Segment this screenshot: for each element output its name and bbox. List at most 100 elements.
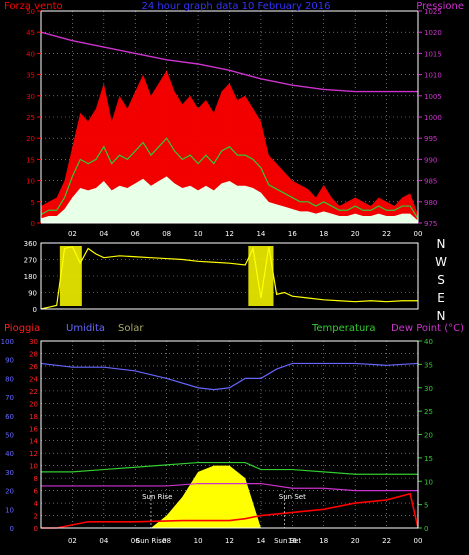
- y-tick-label-direction: 180: [24, 273, 37, 281]
- x-tick-label: 22: [382, 230, 391, 238]
- x-tick-label: 04: [99, 230, 108, 238]
- y-tick-label-rain: 8: [34, 475, 38, 483]
- y-tick-label-rain: 2: [34, 513, 38, 521]
- x-tick-label: 02: [68, 230, 77, 238]
- y-tick-label-temperature: 30: [424, 385, 433, 393]
- y-tick-label-wind: 30: [26, 93, 35, 101]
- x-tick-label: 18: [319, 230, 328, 238]
- y-tick-label-pressure: 1015: [424, 50, 442, 58]
- x-tick-label: 08: [162, 230, 171, 238]
- y-tick-label-direction: 0: [33, 306, 37, 314]
- y-tick-label-wind: 5: [31, 199, 35, 207]
- y-tick-label-humidity: 0: [10, 525, 14, 533]
- pressure-line: [40, 31, 418, 93]
- y-tick-label-humidity: 10: [5, 506, 14, 514]
- y-tick-label-rain: 18: [29, 413, 38, 421]
- y-tick-label-temperature: 40: [424, 338, 433, 346]
- y-tick-label-temperature: 10: [424, 478, 433, 486]
- compass-label: N: [437, 237, 446, 251]
- y-tick-label-pressure: 1000: [424, 114, 442, 122]
- y-tick-label-rain: 28: [29, 350, 38, 358]
- sun-set-axis-label: Sun Set: [274, 537, 301, 545]
- solar-area: [150, 465, 261, 528]
- x-tick-label: 12: [225, 537, 234, 545]
- y-tick-label-rain: 30: [29, 338, 38, 346]
- x-tick-label: 12: [225, 230, 234, 238]
- y-tick-label-wind: 25: [26, 114, 35, 122]
- x-tick-label: 22: [382, 537, 391, 545]
- x-tick-label: 10: [194, 537, 203, 545]
- solar-axis-label: Solar: [118, 323, 144, 334]
- pressure-axis-label: Pressione: [416, 1, 464, 12]
- y-tick-label-rain: 16: [29, 425, 38, 433]
- y-tick-label-humidity: 20: [5, 488, 14, 496]
- y-tick-label-rain: 14: [29, 438, 38, 446]
- sun-set-label: Sun Set: [279, 493, 306, 501]
- dewpoint-axis-label: Dew Point (°C): [391, 323, 464, 334]
- y-tick-label-temperature: 0: [424, 525, 428, 533]
- y-tick-label-temperature: 20: [424, 432, 433, 440]
- x-tick-label: 16: [288, 537, 297, 545]
- y-tick-label-pressure: 1005: [424, 93, 442, 101]
- panel-direction-frame: [40, 242, 419, 310]
- y-tick-label-pressure: 975: [424, 220, 437, 228]
- y-tick-label-wind: 15: [26, 156, 35, 164]
- y-tick-label-wind: 50: [26, 8, 35, 16]
- y-tick-label-rain: 12: [29, 450, 38, 458]
- y-tick-label-pressure: 1010: [424, 72, 442, 80]
- y-tick-label-direction: 90: [28, 290, 37, 298]
- y-tick-label-rain: 22: [29, 388, 38, 396]
- compass-label: W: [435, 255, 447, 269]
- x-tick-label: 20: [351, 230, 360, 238]
- direction-swing-block: [248, 246, 274, 306]
- compass-label: E: [437, 291, 445, 305]
- y-tick-label-humidity: 60: [5, 413, 14, 421]
- sun-rise-label: Sun Rise: [142, 493, 172, 501]
- temperature-axis-label: Temperatura: [311, 323, 376, 334]
- y-tick-label-humidity: 80: [5, 375, 14, 383]
- y-tick-label-temperature: 5: [424, 502, 428, 510]
- min-wind-area: [41, 176, 418, 223]
- y-tick-label-rain: 26: [29, 363, 38, 371]
- y-tick-label-rain: 24: [29, 375, 38, 383]
- x-tick-label: 02: [68, 537, 77, 545]
- y-tick-label-pressure: 1025: [424, 8, 442, 16]
- y-tick-label-wind: 20: [26, 135, 35, 143]
- y-tick-label-wind: 10: [26, 178, 35, 186]
- x-tick-label: 10: [194, 230, 203, 238]
- humidity-axis-label: Umidita: [66, 323, 105, 334]
- panel-rain-frame: [40, 340, 419, 529]
- x-tick-label: 06: [131, 537, 140, 545]
- direction-swing-block: [59, 246, 82, 306]
- rain-axis-label: Pioggia: [4, 323, 40, 334]
- y-tick-label-rain: 4: [34, 500, 39, 508]
- average-wind-line: [40, 137, 419, 220]
- x-tick-label: 04: [99, 537, 108, 545]
- x-tick-label: 14: [256, 230, 265, 238]
- sun-rise-axis-label: Sun Rise: [136, 537, 166, 545]
- direction-line: [40, 245, 418, 310]
- y-tick-label-temperature: 25: [424, 408, 433, 416]
- y-tick-label-rain: 20: [29, 400, 38, 408]
- y-tick-label-humidity: 30: [5, 469, 14, 477]
- wind-axis-label: Forza vento: [4, 1, 63, 12]
- y-tick-label-pressure: 995: [424, 135, 437, 143]
- y-tick-label-wind: 35: [26, 72, 35, 80]
- y-tick-label-pressure: 990: [424, 156, 437, 164]
- y-tick-label-direction: 360: [24, 240, 37, 248]
- y-tick-label-rain: 0: [34, 525, 38, 533]
- y-tick-label-wind: 0: [31, 220, 35, 228]
- y-tick-label-humidity: 40: [5, 450, 14, 458]
- x-tick-label: 00: [414, 537, 423, 545]
- y-tick-label-wind: 45: [26, 29, 35, 37]
- y-tick-label-pressure: 980: [424, 199, 437, 207]
- y-tick-label-rain: 6: [34, 488, 39, 496]
- humidity-line: [40, 362, 419, 391]
- x-tick-label: 14: [256, 537, 265, 545]
- y-tick-label-wind: 40: [26, 50, 35, 58]
- chart-title: 24 hour graph data 10 February 2016: [142, 1, 331, 12]
- compass-label: S: [437, 273, 445, 287]
- y-tick-label-temperature: 35: [424, 361, 433, 369]
- temperature-line: [41, 461, 418, 475]
